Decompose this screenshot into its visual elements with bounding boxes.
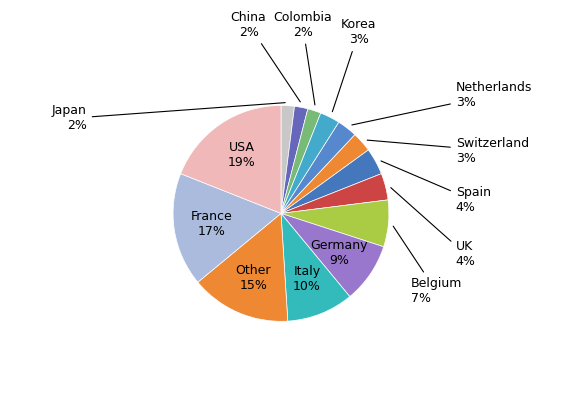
Wedge shape xyxy=(281,106,294,213)
Text: Spain
4%: Spain 4% xyxy=(381,161,491,214)
Wedge shape xyxy=(281,213,384,297)
Text: UK
4%: UK 4% xyxy=(391,188,475,268)
Wedge shape xyxy=(173,173,281,282)
Text: Belgium
7%: Belgium 7% xyxy=(393,226,462,305)
Wedge shape xyxy=(281,150,382,213)
Wedge shape xyxy=(180,106,281,213)
Wedge shape xyxy=(198,213,288,321)
Text: Switzerland
3%: Switzerland 3% xyxy=(367,137,529,165)
Wedge shape xyxy=(281,213,350,321)
Text: France
17%: France 17% xyxy=(191,210,233,238)
Text: China
2%: China 2% xyxy=(231,10,300,102)
Text: USA
19%: USA 19% xyxy=(228,141,256,169)
Wedge shape xyxy=(281,173,388,213)
Wedge shape xyxy=(281,109,321,213)
Wedge shape xyxy=(281,122,355,213)
Text: Italy
10%: Italy 10% xyxy=(293,265,321,292)
Text: Colombia
2%: Colombia 2% xyxy=(273,10,332,105)
Text: Netherlands
3%: Netherlands 3% xyxy=(352,81,532,125)
Text: Japan
2%: Japan 2% xyxy=(52,103,285,132)
Text: Korea
3%: Korea 3% xyxy=(332,18,377,112)
Wedge shape xyxy=(281,106,308,213)
Text: Other
15%: Other 15% xyxy=(235,264,271,292)
Wedge shape xyxy=(281,113,339,213)
Wedge shape xyxy=(281,200,389,247)
Text: Germany
9%: Germany 9% xyxy=(310,239,368,267)
Wedge shape xyxy=(281,135,368,213)
